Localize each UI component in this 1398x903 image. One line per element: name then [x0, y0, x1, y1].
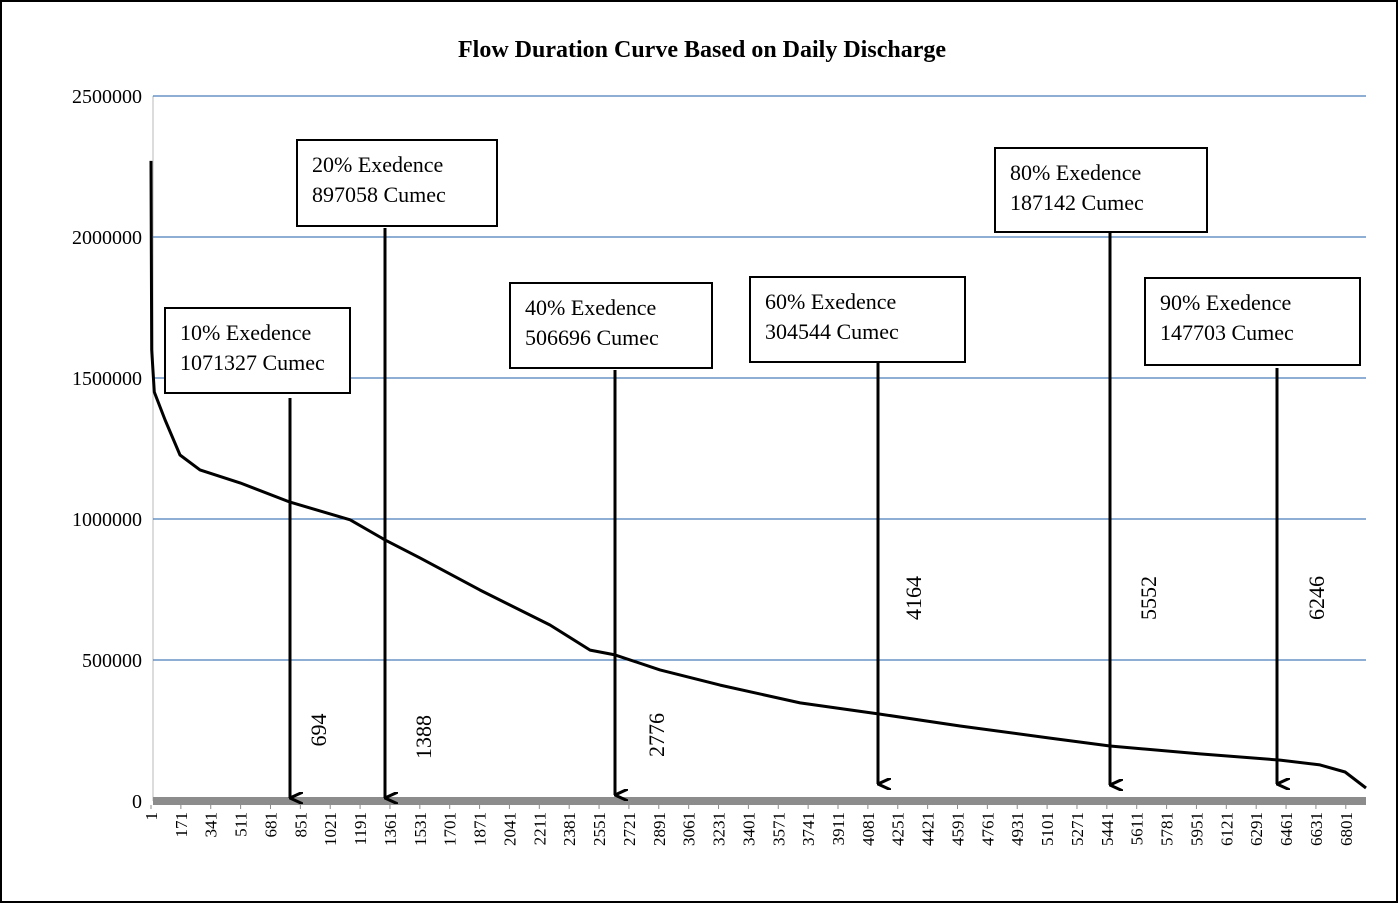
- annotation-text: 506696 Cumec: [525, 325, 659, 350]
- x-tick-label: 6291: [1247, 812, 1266, 846]
- annotation-text: 304544 Cumec: [765, 319, 899, 344]
- y-tick-label: 2500000: [72, 86, 142, 108]
- annotation-box: [164, 307, 351, 394]
- x-tick-label: 5781: [1158, 812, 1177, 846]
- x-tick-label: 2891: [650, 812, 669, 846]
- x-tick-label: 1021: [321, 812, 340, 846]
- annotation-box: [296, 139, 498, 227]
- annotation-box: [1144, 277, 1361, 366]
- x-tick-label: 3741: [799, 812, 818, 846]
- y-tick-label: 0: [132, 791, 142, 813]
- x-tick-label: 5441: [1098, 812, 1117, 846]
- annotation-box: [749, 276, 966, 363]
- x-tick-label: 4761: [978, 812, 997, 846]
- x-tick-label: 1361: [381, 812, 400, 846]
- x-tick-label: 1191: [351, 812, 370, 845]
- y-tick-label: 2000000: [72, 227, 142, 249]
- x-tick-label: 2211: [530, 812, 549, 845]
- y-tick-label: 1000000: [72, 509, 142, 531]
- x-tick-label: 3231: [710, 812, 729, 846]
- annotation-x-label: 1388: [411, 715, 436, 759]
- x-axis: [153, 797, 1366, 805]
- x-tick-label: 5271: [1068, 812, 1087, 846]
- chart-title: Flow Duration Curve Based on Daily Disch…: [458, 37, 946, 63]
- x-tick-label: 6461: [1277, 812, 1296, 846]
- x-tick-label: 5951: [1187, 812, 1206, 846]
- x-tick-label: 2041: [500, 812, 519, 846]
- annotation-text: 897058 Cumec: [312, 182, 446, 207]
- annotation-text: 1071327 Cumec: [180, 350, 325, 375]
- y-tick-label: 500000: [82, 650, 142, 672]
- x-tick-label: 171: [172, 812, 191, 838]
- annotation-text: 60% Exedence: [765, 289, 896, 314]
- annotation-text: 10% Exedence: [180, 320, 311, 345]
- annotation-box: [509, 282, 713, 369]
- x-tick-label: 3571: [769, 812, 788, 846]
- annotation-text: 80% Exedence: [1010, 160, 1141, 185]
- y-tick-label: 1500000: [72, 368, 142, 390]
- x-tick-label: 3401: [739, 812, 758, 846]
- x-tick-label: 4591: [948, 812, 967, 846]
- x-tick-label: 511: [232, 812, 251, 837]
- x-tick-label: 3911: [829, 812, 848, 845]
- annotation-x-label: 694: [306, 714, 331, 747]
- x-tick-label: 681: [261, 812, 280, 838]
- x-tick-label: 851: [291, 812, 310, 838]
- annotation-x-label: 6246: [1304, 576, 1329, 620]
- x-tick-label: 6631: [1307, 812, 1326, 846]
- annotation-x-label: 4164: [901, 576, 926, 620]
- x-tick-label: 6801: [1337, 812, 1356, 846]
- annotation-text: 147703 Cumec: [1160, 320, 1294, 345]
- x-tick-label: 1: [142, 812, 161, 821]
- x-tick-label: 2551: [590, 812, 609, 846]
- x-tick-label: 2721: [620, 812, 639, 846]
- x-tick-label: 3061: [680, 812, 699, 846]
- annotation-x-label: 5552: [1136, 576, 1161, 620]
- flow-line: [149, 160, 1367, 790]
- annotation-text: 40% Exedence: [525, 295, 656, 320]
- x-tick-label: 2381: [560, 812, 579, 846]
- x-tick-label: 1531: [411, 812, 430, 846]
- x-tick-label: 6121: [1217, 812, 1236, 846]
- x-tick-label: 4931: [1008, 812, 1027, 846]
- x-tick-label: 1871: [471, 812, 490, 846]
- x-tick-label: 4251: [889, 812, 908, 846]
- x-tick-label: 1701: [441, 812, 460, 846]
- x-tick-label: 5611: [1128, 812, 1147, 845]
- annotation-box: [994, 147, 1208, 233]
- x-tick-label: 4421: [919, 812, 938, 846]
- x-tick-label: 341: [202, 812, 221, 838]
- annotation-text: 187142 Cumec: [1010, 190, 1144, 215]
- x-tick-label: 4081: [859, 812, 878, 846]
- annotation-x-label: 2776: [644, 713, 669, 757]
- annotation-text: 90% Exedence: [1160, 290, 1291, 315]
- x-tick-label: 5101: [1038, 812, 1057, 846]
- annotation-text: 20% Exedence: [312, 152, 443, 177]
